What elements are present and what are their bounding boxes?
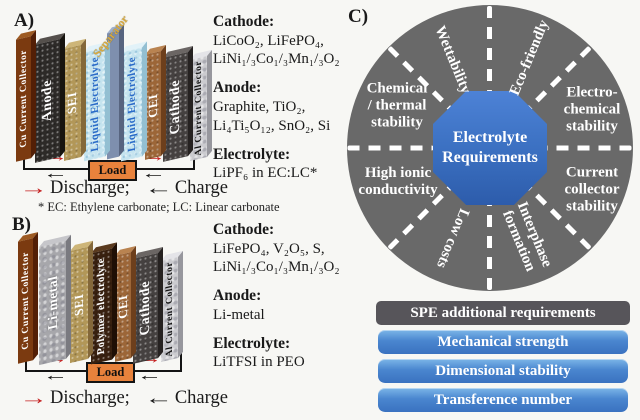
layer-label: Cu Current Collector [20, 251, 31, 351]
cathode-title: Cathode: [213, 13, 275, 30]
electrolyte-materials: LiTFSI in PEO [213, 354, 305, 371]
load-box-b: Load [86, 362, 135, 383]
panel-a-info: Cathode: LiCoO₂, LiFePO₄, LiNi₁/₃Co₁/₃Mn… [213, 12, 340, 183]
charge-label: Charge [174, 178, 228, 198]
cathode-materials: LiFePO₄, V₂O₅, S, [213, 240, 325, 257]
wheel-divider [487, 204, 492, 290]
charge-flow-arrow: ← [42, 368, 69, 384]
layer-label: SEI [65, 90, 79, 116]
wheel-divider [347, 145, 434, 151]
layer-label: Al Current Collector [164, 260, 175, 359]
layer-label: CEI [115, 293, 130, 321]
layer-liquid-electrolyte-2: Liquid Electrolyte [121, 47, 142, 162]
mechanical-strength-bar: Mechanical strength [378, 330, 628, 354]
layer-polymer-electrolyte: Polymer electrolyte [91, 248, 112, 365]
charge-flow-arrow: ← [42, 166, 69, 182]
load-label: Load [98, 163, 127, 177]
cathode-materials: LiNi₁/₃Co₁/₃Mn₁/₃O₂ [213, 259, 340, 276]
cathode-materials: LiNi₁/₃Co₁/₃Mn₁/₃O₂ [213, 51, 340, 68]
center-label-line1: Electrolyte [452, 129, 528, 146]
charge-label: Charge [174, 388, 228, 408]
panel-c-label: C) [348, 6, 369, 27]
layer-cathode-b: Cathode [133, 253, 158, 364]
layer-label: Liquid Electrolyte [88, 55, 101, 154]
dimensional-stability-bar: Dimensional stability [378, 359, 628, 383]
anode-title: Anode: [213, 287, 262, 305]
layer-label: Liquid Electrolyte [125, 55, 138, 154]
layer-cu-current-collector-b: Cu Current Collector [18, 238, 33, 364]
center-label-line2: Requirements [442, 149, 538, 166]
electrolyte-materials: LiPF₆ in EC:LC* [213, 165, 318, 182]
layer-cu-current-collector-a: Cu Current Collector [16, 36, 31, 162]
layer-li-metal: Li-metal [39, 240, 66, 366]
layer-sei-a: SEI [64, 45, 81, 161]
layer-label: Anode [39, 78, 55, 124]
layer-cei-a: CEI [145, 51, 161, 160]
wheel-divider [545, 145, 632, 151]
layer-al-current-collector-b: Al Current Collector [161, 257, 178, 362]
discharge-label: Discharge; [50, 388, 130, 408]
panel-b-info: Cathode: LiFePO₄, V₂O₅, S, LiNi₁/₃Co₁/₃M… [213, 220, 340, 372]
anode-title: Anode: [213, 79, 262, 97]
legend-a: → Discharge; ← Charge [19, 178, 228, 199]
layer-label: Cu Current Collector [18, 49, 29, 149]
panel-b-label: B) [12, 214, 31, 235]
discharge-arrow-icon: → [19, 388, 48, 409]
load-label: Load [96, 365, 125, 379]
layer-liquid-electrolyte-1: Liquid Electrolyte [84, 47, 105, 162]
layer-sei-b: SEI [70, 246, 88, 364]
anode-materials: Li-metal [213, 306, 265, 323]
layer-label: Cathode [167, 78, 183, 136]
charge-arrow-icon: ← [144, 388, 173, 409]
electrolyte-title: Electrolyte: [213, 145, 291, 163]
sector-electrochemical-stability: Electro- chemical stability [563, 84, 621, 135]
layer-label: Li-metal [44, 274, 60, 332]
sector-high-ionic-conductivity: High ionic conductivity [358, 164, 438, 198]
layer-anode: Anode [35, 39, 60, 163]
layer-cei-b: CEI [115, 252, 131, 362]
charge-arrow-icon: ← [144, 178, 173, 199]
panel-a-label: A) [14, 10, 35, 31]
layer-label: Al Current Collector [193, 59, 204, 158]
anode-materials: Graphite, TiO₂, [213, 98, 306, 115]
sector-chemical-thermal-stability: Chemical / thermal stability [366, 80, 428, 131]
cathode-materials: LiCoO₂, LiFePO₄, [213, 32, 324, 49]
layer-cathode-a: Cathode [163, 52, 188, 162]
legend-b: → Discharge; ← Charge [19, 388, 228, 409]
layer-label: CEI [145, 92, 160, 120]
footnote: * EC: Ethylene carbonate; LC: Linear car… [38, 200, 280, 214]
layer-label: Cathode [137, 279, 153, 338]
load-box-a: Load [88, 160, 137, 181]
electrolyte-title: Electrolyte: [213, 334, 291, 352]
transference-number-bar: Transference number [378, 388, 628, 412]
layer-label: SEI [71, 292, 86, 318]
sector-current-collector-stability: Current collector stability [564, 164, 620, 215]
wheel-divider [487, 6, 492, 92]
discharge-label: Discharge; [50, 178, 130, 198]
layer-label: Polymer electrolyte [96, 257, 107, 356]
anode-materials: Li₄Ti₅O₁₂, SnO₂, Si [213, 117, 331, 134]
charge-flow-arrow: ← [140, 166, 167, 182]
spe-additional-requirements-bar: SPE additional requirements [376, 301, 630, 325]
wheel-center: Electrolyte Requirements [433, 91, 547, 205]
charge-flow-arrow: ← [136, 368, 163, 384]
discharge-arrow-icon: → [19, 178, 48, 199]
cathode-title: Cathode: [213, 221, 275, 238]
